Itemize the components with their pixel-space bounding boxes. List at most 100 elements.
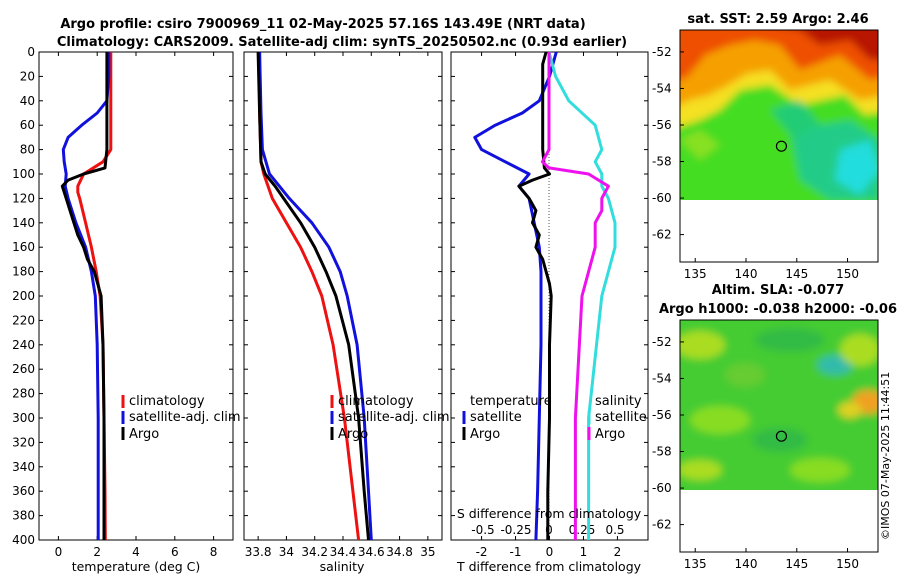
difference-x-axis-label: T difference from climatology: [456, 559, 642, 574]
sla-field: [680, 320, 878, 490]
sla-map-panel: Altim. SLA: -0.077 Argo h1000: -0.038 h2…: [652, 283, 897, 571]
lon-tick-label: 145: [785, 267, 808, 281]
series-line-salinity-satellite: [547, 51, 617, 540]
sla-map-title-line1: Altim. SLA: -0.077: [712, 283, 844, 298]
legend-label-argo: Argo: [129, 427, 159, 442]
y-tick-label: 240: [12, 338, 35, 352]
salinity-legend: climatology satellite-adj. clim Argo: [330, 394, 450, 442]
lon-tick-label: 140: [735, 557, 758, 571]
x-tick-label: 6: [171, 545, 179, 559]
x-tick-label: 2: [93, 545, 101, 559]
legend-label-satellite: satellite-adj. clim: [129, 410, 241, 425]
x-tick-label: 0: [546, 545, 554, 559]
y-tick-label: 40: [20, 94, 35, 108]
salinity-panel-frame: [243, 51, 443, 541]
series-line-argo: [256, 51, 370, 541]
y-tick-label: 0: [27, 45, 35, 59]
legend-label-argo: Argo: [338, 427, 368, 442]
lat-tick-label: -54: [652, 371, 672, 385]
legend-label-temperature-argo: Argo: [470, 427, 500, 442]
y-tick-label: 340: [12, 460, 35, 474]
x-tick-label: -2: [476, 545, 488, 559]
x-tick-label: 34.6: [358, 545, 385, 559]
y-tick-label: 80: [20, 143, 35, 157]
x-tick-label: 0: [55, 545, 63, 559]
lat-tick-label: -58: [652, 445, 672, 459]
legend-label-satellite: satellite-adj. clim: [338, 410, 450, 425]
sla-map-title-line2: Argo h1000: -0.038 h2000: -0.06: [659, 302, 897, 317]
s-tick-label: 0.5: [605, 523, 624, 537]
lon-tick-label: 150: [836, 267, 859, 281]
lat-tick-label: -62: [652, 518, 672, 532]
y-tick-label: 60: [20, 118, 35, 132]
legend-header-temperature: temperature: [470, 394, 552, 409]
sst-field: [680, 30, 878, 200]
s-tick-label: -0.25: [500, 523, 531, 537]
x-tick-label: 35: [420, 545, 435, 559]
y-tick-label: 280: [12, 387, 35, 401]
y-tick-label: 120: [12, 191, 35, 205]
y-tick-label: 220: [12, 313, 35, 327]
temperature-panel: 0204060801001201401601802002202402602803…: [12, 45, 241, 574]
y-tick-label: 380: [12, 509, 35, 523]
lon-tick-label: 135: [684, 557, 707, 571]
legend-label-salinity-argo: Argo: [595, 427, 625, 442]
series-line-satellite-adj-clim: [258, 51, 373, 541]
argo-location-marker: [775, 430, 788, 442]
series-line-argo: [60, 52, 109, 540]
figure-title-line2: Climatology: CARS2009. Satellite-adj cli…: [57, 35, 627, 50]
lat-tick-label: -54: [652, 81, 672, 95]
temperature-panel-frame: [38, 51, 234, 541]
figure-title-line1: Argo profile: csiro 7900969_11 02-May-20…: [60, 17, 585, 32]
lat-tick-label: -52: [652, 45, 672, 59]
s-tick-label: 0.25: [569, 523, 596, 537]
legend-label-climatology: climatology: [129, 394, 205, 409]
y-tick-label: 100: [12, 167, 35, 181]
y-tick-label: 360: [12, 484, 35, 498]
lon-tick-label: 140: [735, 267, 758, 281]
series-line-satellite-adj-clim: [61, 52, 111, 540]
salinity-panel: 33.8 34 34.2 34.4 34.6 34.8 35 salinity climat…: [243, 51, 450, 574]
lat-tick-label: -62: [652, 228, 672, 242]
s-difference-axis-label: S difference from climatology: [457, 506, 642, 521]
y-tick-label: 180: [12, 265, 35, 279]
lat-tick-label: -56: [652, 408, 672, 422]
series-line-climatology: [258, 52, 361, 541]
lat-tick-label: -58: [652, 155, 672, 169]
sst-map-frame: [679, 29, 879, 263]
legend-header-salinity: salinity: [595, 394, 642, 409]
x-tick-label: 1: [580, 545, 588, 559]
sst-map-title: sat. SST: 2.59 Argo: 2.46: [687, 12, 868, 27]
x-tick-label: 33.8: [245, 545, 272, 559]
x-tick-label: 34.2: [301, 545, 328, 559]
x-tick-label: 34.8: [386, 545, 413, 559]
lat-tick-label: -60: [652, 191, 672, 205]
y-tick-label: 160: [12, 240, 35, 254]
y-tick-label: 400: [12, 533, 35, 547]
s-tick-label: -0.5: [471, 523, 494, 537]
x-tick-label: 34.4: [330, 545, 357, 559]
lon-tick-label: 145: [785, 557, 808, 571]
temperature-x-axis-label: temperature (deg C): [72, 559, 201, 574]
lat-tick-label: -52: [652, 335, 672, 349]
y-tick-label: 200: [12, 289, 35, 303]
legend-label-salinity-satellite: satellite: [595, 410, 647, 425]
sst-map-panel: sat. SST: 2.59 Argo: 2.46 135 140 145 150 -5…: [652, 12, 879, 281]
y-tick-label: 320: [12, 435, 35, 449]
lon-tick-label: 150: [836, 557, 859, 571]
lat-tick-label: -56: [652, 118, 672, 132]
y-tick-label: 20: [20, 69, 35, 83]
lon-tick-label: 135: [684, 267, 707, 281]
legend-label-temperature-satellite: satellite: [470, 410, 522, 425]
legend-label-climatology: climatology: [338, 394, 414, 409]
x-tick-label: -1: [510, 545, 522, 559]
lat-tick-label: -60: [652, 481, 672, 495]
x-tick-label: 8: [210, 545, 218, 559]
y-tick-label: 260: [12, 362, 35, 376]
salinity-x-axis-label: salinity: [320, 559, 365, 574]
difference-legend: temperature satellite Argo salinity sate…: [462, 394, 647, 442]
x-tick-label: 34: [279, 545, 294, 559]
y-tick-label: 300: [12, 411, 35, 425]
